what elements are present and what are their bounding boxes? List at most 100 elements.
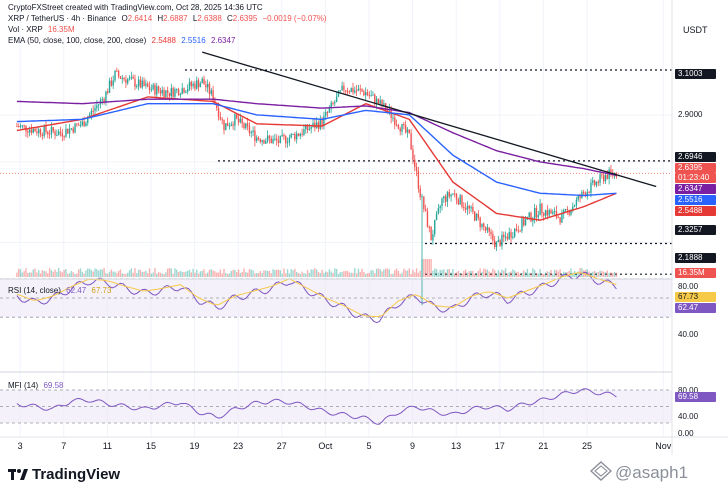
candle-body [150,89,153,91]
candle-body [52,127,54,132]
ema-line-ema50 [16,96,617,221]
candle-body [65,128,67,137]
volume-bar [459,273,461,277]
volume-bar [214,271,216,277]
mfi-legend[interactable]: MFI (14) 69.58 [8,381,67,391]
tradingview-logo[interactable]: TradingView [8,466,120,483]
candle-body [510,232,512,238]
volume-bar [345,271,347,277]
ema100-value: 2.5516 [181,36,206,45]
volume-bar [519,273,521,277]
candle-body [466,205,469,210]
candle-body [23,125,25,127]
volume-bar [297,272,300,277]
volume-bar [415,268,418,277]
candle-body [588,191,590,193]
candle-body [208,83,211,94]
volume-legend[interactable]: Vol · XRP 16.35M [8,25,78,35]
volume-bar [375,268,378,277]
volume-bar [332,272,334,277]
candle-body [579,196,581,198]
ema-lines [16,96,617,221]
volume-label: Vol · XRP [8,25,43,34]
volume-bar [263,270,265,277]
candle-body [163,90,165,97]
candle-body [246,123,249,127]
symbol-name: XRP / TetherUS · 4h · Binance [8,14,117,23]
volume-bar [288,273,291,277]
close-value: 2.6395 [232,14,258,23]
high-value: 2.6887 [163,14,188,23]
volume-bar [475,272,478,277]
volume-bar [45,271,47,277]
candle-body [457,199,460,205]
candle-body [548,210,550,216]
candle-body [277,140,280,143]
ema50-value: 2.5488 [151,36,176,45]
volume-bar [426,259,429,277]
rsi-legend[interactable]: RSI (14, close) 62.47 67.73 [8,286,114,296]
rsi-band [0,278,672,424]
candle-body [217,107,220,118]
time-tick-label: 3 [17,441,23,451]
support-resistance-levels [0,69,672,275]
volume-bar [488,271,490,277]
candle-body [572,206,574,211]
candle-body [597,181,599,184]
candle-body [515,228,518,231]
candle-body [426,211,429,227]
rsi-ma-value: 67.73 [91,286,112,295]
trendline[interactable] [202,51,657,188]
volume-bar [434,268,436,277]
volume-bar [533,269,536,277]
time-tick-label: 5 [366,441,372,451]
candle-body [199,83,202,88]
volume-bar [495,273,498,277]
candle-body [377,98,380,104]
candle-body [77,124,80,126]
volume-bar [501,269,503,277]
watermark-logo-icon [589,461,613,481]
candle-body [177,89,180,96]
volume-bar [54,269,56,277]
volume-bar [441,270,443,277]
volume-bar [423,259,425,277]
candle-body [47,131,49,135]
volume-tag: 16.35M [675,268,716,278]
candle-body [16,126,18,128]
volume-bar [470,270,472,277]
volume-bar [83,273,85,277]
volume-bar [341,272,343,277]
candle-body [330,102,332,109]
candle-body [519,230,521,232]
volume-bar [404,270,407,277]
open-value: 2.6414 [127,14,153,23]
candle-body [38,129,40,134]
volume-bar [334,268,336,277]
candle-body [110,80,113,86]
volume-bar [613,271,616,277]
time-tick-label: 11 [102,441,113,451]
volume-bar [424,259,427,277]
volume-bar [308,272,311,277]
volume-bar [397,270,400,277]
candle-body [361,89,363,92]
volume-bar [36,272,38,277]
volume-bar [550,269,552,277]
candle-body [39,129,42,135]
volume-bar [310,269,312,277]
candle-body [428,226,430,228]
candle-body [370,95,372,97]
volume-bar [597,272,599,277]
volume-bar [190,272,192,277]
candle-body [148,86,151,90]
symbol-legend[interactable]: XRP / TetherUS · 4h · Binance O2.6414 H2… [8,14,330,24]
volume-bar [305,273,307,277]
ema-legend[interactable]: EMA (50, close, 100, close, 200, close) … [8,36,238,46]
candle-body [533,207,536,219]
candle-body [97,104,100,106]
volume-bar [70,271,73,277]
volume-bar [483,268,485,277]
rsi-tick-80: 80.00 [678,282,699,291]
